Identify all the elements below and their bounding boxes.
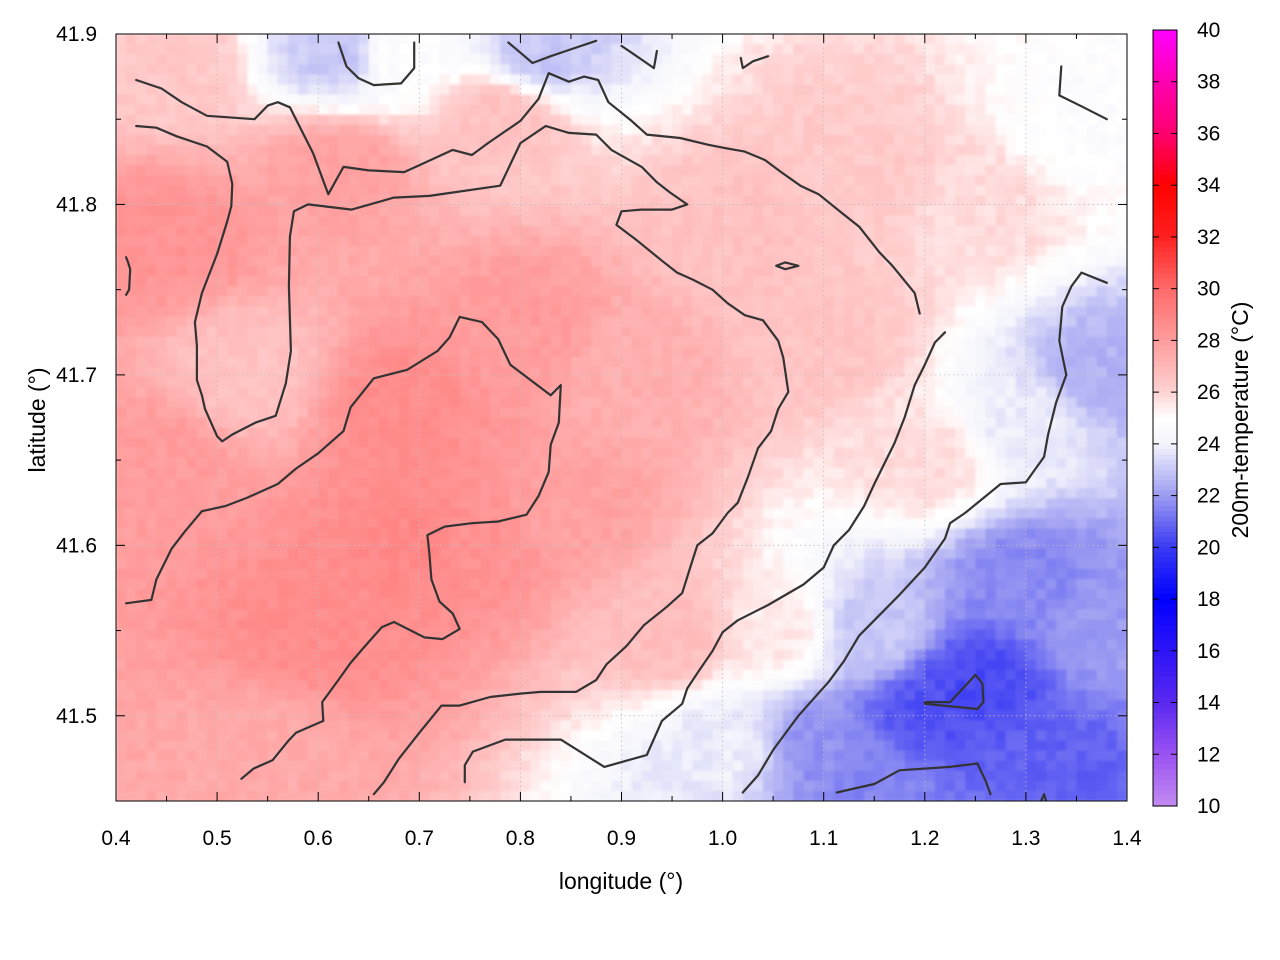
contour-line-0 — [135, 72, 921, 315]
contour-line-5 — [923, 673, 985, 711]
colorbar-tick-label: 24 — [1197, 433, 1221, 456]
contour-line-1 — [135, 124, 790, 796]
y-tick-label: 41.7 — [56, 364, 97, 387]
x-tick-label: 0.9 — [607, 827, 636, 850]
y-tick-label: 41.5 — [56, 705, 97, 728]
contour-line-3 — [463, 331, 947, 784]
colorbar-tick-label: 32 — [1197, 226, 1220, 249]
colorbar-tick-label: 14 — [1197, 692, 1221, 715]
y-tick-label: 41.9 — [56, 23, 97, 46]
colorbar-title: 200m-temperature (°C) — [1227, 302, 1253, 539]
x-tick-label: 0.7 — [405, 827, 434, 850]
contour-line-9 — [620, 44, 659, 70]
x-tick-label: 1.2 — [910, 827, 939, 850]
colorbar-tick-label: 22 — [1197, 485, 1220, 508]
temperature-field — [116, 34, 1127, 801]
x-tick-label: 0.6 — [304, 827, 333, 850]
contour-line-13 — [775, 261, 800, 271]
colorbar-tick-label: 26 — [1197, 381, 1220, 404]
x-tick-label: 1.0 — [708, 827, 737, 850]
contour-lines — [124, 39, 1108, 801]
contour-line-7 — [337, 41, 416, 87]
colorbar-tick-label: 20 — [1197, 536, 1220, 559]
x-tick-label: 0.8 — [506, 827, 535, 850]
colorbar-tick-label: 28 — [1197, 329, 1220, 352]
x-tick-label: 1.1 — [809, 827, 838, 850]
colorbar-tick-label: 10 — [1197, 795, 1220, 818]
colorbar-tick-label: 36 — [1197, 122, 1220, 145]
y-axis-title: latitude (°) — [24, 367, 50, 472]
colorbar-tick-label: 38 — [1197, 71, 1220, 94]
x-tick-label: 1.4 — [1112, 827, 1142, 850]
colorbar-tick-label: 12 — [1197, 743, 1220, 766]
contour-line-8 — [507, 39, 598, 65]
colorbar-tick-label: 16 — [1197, 640, 1220, 663]
axes: 0.4 0.5 0.6 0.7 0.8 0.9 1.0 1.1 1.2 1.3 1.4 41.5 41.… — [56, 23, 1142, 850]
colorbar: 10 12 14 16 18 20 22 24 26 28 30 32 34 36 38 40 — [1152, 19, 1221, 818]
contour-line-11 — [1058, 65, 1108, 121]
contour-line-12 — [124, 256, 132, 296]
contour-line-4 — [741, 271, 1108, 794]
colorbar-tick-label: 18 — [1197, 588, 1220, 611]
x-axis-title: longitude (°) — [559, 868, 683, 894]
x-tick-label: 0.5 — [202, 827, 231, 850]
x-tick-label: 0.4 — [101, 827, 131, 850]
contour-line-14 — [1039, 793, 1048, 801]
contour-line-10 — [739, 55, 770, 70]
contour-line-6 — [835, 762, 992, 796]
x-tick-label: 1.3 — [1011, 827, 1040, 850]
colorbar-tick-label: 34 — [1197, 174, 1221, 197]
y-tick-label: 41.6 — [56, 534, 97, 557]
contour-line-2 — [124, 315, 562, 780]
y-tick-label: 41.8 — [56, 193, 97, 216]
colorbar-tick-label: 40 — [1197, 19, 1220, 42]
colorbar-tick-label: 30 — [1197, 278, 1220, 301]
